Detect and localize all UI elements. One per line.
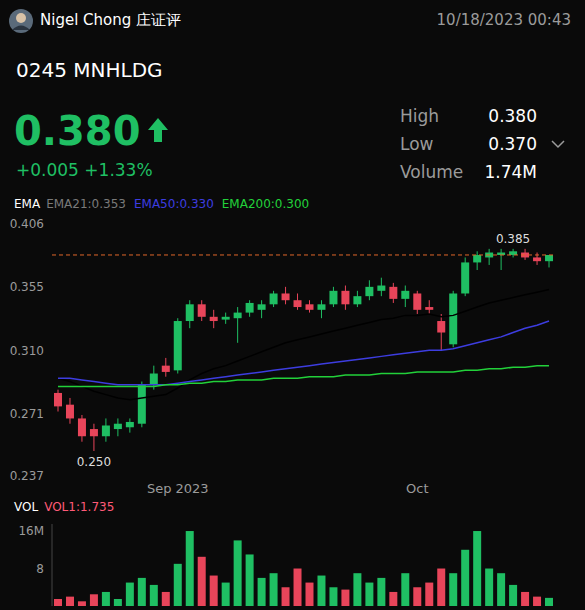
svg-text:0.310: 0.310 (10, 344, 44, 358)
html-text:10/18/2023 00:43: 10/18/2023 00:43 (436, 11, 571, 29)
html-text:0.380: 0.380 (488, 106, 537, 126)
svg-text:16M: 16M (18, 524, 44, 538)
html-text:High: High (400, 106, 440, 126)
html-text:VOL: VOL (14, 500, 39, 514)
html-text:Nigel Chong 庄证评: Nigel Chong 庄证评 (40, 11, 181, 29)
svg-text:0.250: 0.250 (77, 455, 111, 469)
svg-text:0.385: 0.385 (496, 232, 530, 246)
svg-text:0.237: 0.237 (10, 469, 44, 483)
html-text:Volume: Volume (400, 162, 464, 182)
svg-text:0.406: 0.406 (10, 217, 44, 231)
html-text:1.74M: 1.74M (484, 162, 537, 182)
html-text:EMA200:0.300: EMA200:0.300 (221, 197, 310, 211)
svg-text:8: 8 (36, 562, 44, 576)
svg-text:0.271: 0.271 (10, 407, 44, 421)
html-text:0.380: 0.380 (14, 108, 141, 154)
svg-text:Oct: Oct (406, 481, 428, 496)
html-text:+0.005 +1.33%: +0.005 +1.33% (16, 160, 153, 180)
html-text:EMA: EMA (14, 197, 41, 211)
html-text:EMA50:0.330: EMA50:0.330 (134, 197, 214, 211)
svg-text:Sep 2023: Sep 2023 (147, 481, 209, 496)
html-text:Low: Low (400, 134, 434, 154)
html-text:0245 MNHLDG: 0245 MNHLDG (16, 58, 163, 82)
html-text:VOL1:1.735: VOL1:1.735 (44, 500, 115, 514)
html-text:0.370: 0.370 (488, 134, 537, 154)
html-text:EMA21:0.353: EMA21:0.353 (46, 197, 126, 211)
svg-text:0.355: 0.355 (10, 280, 44, 294)
